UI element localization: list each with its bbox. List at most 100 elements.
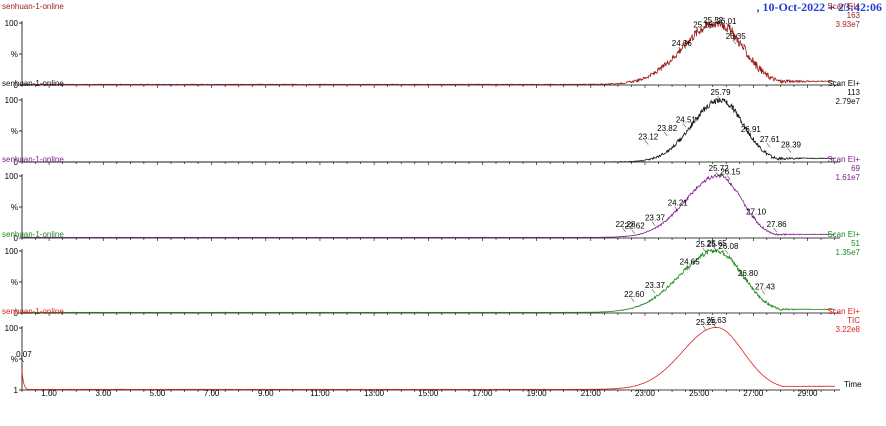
y-tick-label: % [11,355,18,364]
trace-line [22,21,835,86]
x-tick-label: 19.00 [527,389,548,398]
peak-label: 24.21 [668,199,689,208]
peak-label: 27.86 [767,220,788,229]
peak-label: 25.25 [696,318,717,327]
peak-marker [651,221,656,226]
scan-mode: Scan EI+ [827,307,860,316]
x-tick-label: 1.00 [41,389,57,398]
intensity-label: 3.93e7 [836,20,861,29]
y-tick-label: 0 [14,309,19,318]
panel-name: senhuan-1-online [2,2,64,11]
x-tick-label: 23.00 [635,389,656,398]
scan-mode: Scan EI+ [827,230,860,239]
y-tick-label: 100 [5,324,19,333]
y-tick-label: 100 [5,172,19,181]
x-tick-label: 25.00 [689,389,710,398]
channel-label: TIC [847,316,860,325]
peak-label: 26.01 [716,17,737,26]
peak-marker [752,215,757,220]
peak-marker [713,323,717,329]
y-tick-label: % [11,127,18,136]
y-tick-label: 0 [14,158,19,167]
acquisition-timestamp: , 10-Oct-2022 + 23:42:06 [756,0,882,14]
y-tick-label: 100 [5,19,19,28]
y-tick-label: 100 [5,247,19,256]
y-tick-label: 1 [14,386,19,395]
peak-marker [723,25,727,30]
intensity-label: 1.61e7 [836,173,861,182]
peak-marker [773,227,777,232]
channel-label: 69 [851,164,860,173]
x-tick-label: 21.00 [581,389,602,398]
peak-marker [651,289,656,294]
panel-name: senhuan-1-online [2,230,64,239]
peak-marker [761,290,766,295]
peak-marker [674,206,678,211]
x-tick-label: 13.00 [364,389,385,398]
peak-label: 25.15 [693,20,714,29]
peak-marker [700,28,704,33]
channel-label: 163 [847,11,861,20]
peak-label: 23.37 [645,281,666,290]
x-tick-label: 3.00 [95,389,111,398]
trace-line [21,326,835,390]
peak-label: 25.63 [706,316,727,325]
peak-label: 26.15 [720,168,741,177]
peak-marker [732,39,736,45]
peak-label: 0.07 [16,350,32,359]
peak-label: 25.25 [696,240,717,249]
peak-label: 24.65 [680,258,701,267]
y-tick-label: 0 [14,234,19,243]
peak-marker [710,23,714,29]
intensity-label: 2.79e7 [836,97,861,106]
peak-marker [20,357,25,363]
peak-marker [744,276,749,281]
y-tick-label: % [11,278,18,287]
panel-name: senhuan-1-online [2,155,64,164]
x-tick-label: 7.00 [204,389,220,398]
x-tick-label: 29.00 [797,389,818,398]
peak-label: 23.12 [638,133,659,142]
peak-label: 25.79 [711,88,732,97]
intensity-label: 1.35e7 [836,248,861,257]
scan-mode: Scan EI+ [827,155,860,164]
peak-label: 23.82 [657,124,678,133]
y-tick-label: 0 [14,81,19,90]
peak-marker [725,249,729,255]
x-tick-label: 27.00 [743,389,764,398]
peak-marker [631,229,635,234]
peak-label: 24.36 [672,39,693,48]
peak-label: 27.10 [746,207,767,216]
chromatogram-panel-51: senhuan-1-online Scan EI+511.35e7100%022.… [2,230,861,318]
peak-label: 23.37 [645,214,666,223]
peak-marker [663,131,668,137]
peak-marker [717,95,721,101]
y-tick-label: % [11,50,18,59]
trace-line [22,248,835,313]
peak-label: 25.65 [707,239,728,248]
scan-mode: Scan EI+ [827,2,860,11]
peak-marker [715,171,719,177]
peak-label: 24.51 [676,115,697,124]
chromatogram-panel-113: senhuan-1-online Scan EI+1132.79e7100%023… [2,79,861,167]
peak-marker [686,265,690,270]
x-tick-label: 9.00 [258,389,274,398]
x-axis-label: Time [844,380,862,389]
peak-label: 27.61 [760,135,781,144]
peak-label: 26.91 [741,125,762,134]
time-axis: 1.00 3.00 5.00 7.00 9.00 11.00 13.00 15.00 17.00… [41,380,862,398]
peak-label: 22.62 [625,222,646,231]
x-tick-label: 17.00 [472,389,493,398]
peak-label: 22.60 [624,290,645,299]
channel-label: 113 [847,88,860,97]
peak-label: 26.08 [718,242,739,251]
peak-label: 26.80 [738,269,759,278]
peak-label: 27.43 [755,282,776,291]
chromatogram-panel-69: senhuan-1-online Scan EI+691.61e7100%022.… [2,155,861,243]
peak-label: 25.52 [703,16,724,25]
trace-line [21,97,835,163]
peak-label: 26.35 [726,32,747,41]
x-tick-label: 15.00 [418,389,439,398]
